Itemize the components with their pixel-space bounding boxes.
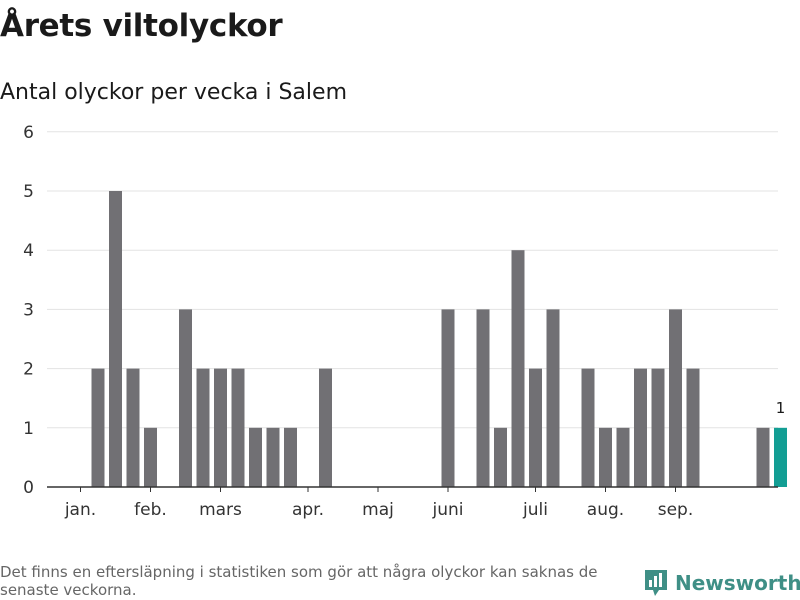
bar: [179, 309, 192, 487]
bar: [196, 368, 210, 487]
bar: [511, 250, 525, 487]
bar: [616, 427, 630, 487]
x-axis: jan. feb. mars apr. maj juni juli aug. sep.: [47, 486, 778, 520]
x-tick-label: feb.: [134, 500, 167, 520]
bar: [144, 427, 157, 487]
x-tick-label: maj: [362, 500, 394, 520]
bar: [214, 368, 227, 487]
x-tick-label: jan.: [64, 500, 96, 520]
bar: [546, 309, 560, 487]
chart-subtitle: Antal olyckor per vecka i Salem: [0, 80, 347, 105]
bar: [249, 427, 262, 487]
x-tick-label: sep.: [658, 500, 694, 520]
bar: [284, 427, 297, 487]
bar-highlight: [774, 427, 787, 487]
bar: [109, 191, 122, 487]
bar: [634, 368, 647, 487]
bar: [266, 427, 280, 487]
bar: [651, 368, 665, 487]
bar: [686, 368, 700, 487]
brand-name: Newsworthy: [675, 571, 800, 595]
y-tick-label: 0: [23, 478, 34, 498]
highlight-value-label: 1: [776, 399, 786, 417]
bar: [441, 309, 455, 487]
y-tick-label: 3: [23, 300, 34, 320]
bar-chart: 0 1 2 3 4 5 6 jan. feb. mars apr. maj juni juli aug. s…: [23, 123, 787, 520]
y-tick-label: 1: [23, 419, 34, 439]
grid-lines: [47, 131, 778, 429]
bar: [581, 368, 595, 487]
bars: [91, 191, 787, 487]
data-labels: 1: [776, 399, 786, 417]
x-tick-label: aug.: [587, 500, 624, 520]
y-tick-label: 4: [23, 241, 34, 261]
newsworthy-logo-icon: [645, 570, 667, 596]
bar: [476, 309, 490, 487]
x-tick-label: mars: [199, 500, 242, 520]
bar: [91, 368, 105, 487]
y-tick-label: 6: [23, 123, 34, 143]
x-tick-label: juli: [522, 500, 548, 520]
y-axis: 0 1 2 3 4 5 6: [23, 123, 34, 498]
y-tick-label: 5: [23, 182, 34, 202]
bar: [756, 427, 770, 487]
y-tick-label: 2: [23, 360, 34, 380]
bar: [319, 368, 332, 487]
bar: [529, 368, 542, 487]
x-tick-label: apr.: [292, 500, 324, 520]
bar: [494, 427, 507, 487]
bar: [599, 427, 612, 487]
footnote: Det finns en eftersläpning i statistiken…: [0, 563, 598, 599]
newsworthy-logo: Newsworthy: [643, 566, 800, 600]
chart-title: Årets viltolyckor: [0, 8, 283, 44]
x-tick-label: juni: [432, 500, 464, 520]
bar: [669, 309, 682, 487]
bar: [231, 368, 245, 487]
bar: [126, 368, 140, 487]
